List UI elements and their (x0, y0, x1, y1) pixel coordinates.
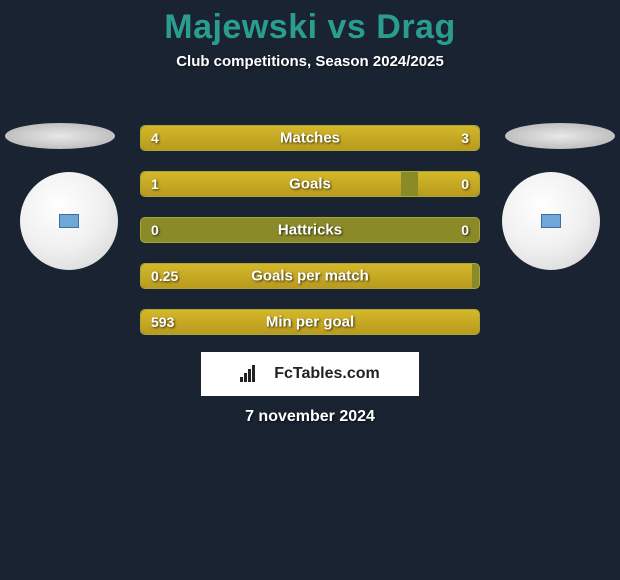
player-shadow-left (5, 123, 115, 149)
bar-label: Min per goal (266, 314, 354, 331)
bar-fill-right (418, 172, 479, 196)
brand-box: FcTables.com (201, 352, 419, 396)
player-shadow-right (505, 123, 615, 149)
stat-bar: 0 0 Hattricks (140, 217, 480, 243)
stat-bar: 0.25 Goals per match (140, 263, 480, 289)
stat-bar: 593 Min per goal (140, 309, 480, 335)
bar-value-right: 0 (461, 176, 469, 192)
player-avatar-right (502, 172, 600, 270)
bar-value-left: 593 (151, 314, 174, 330)
page-title: Majewski vs Drag (0, 0, 620, 47)
bar-value-left: 4 (151, 130, 159, 146)
bar-value-right: 3 (461, 130, 469, 146)
bar-value-left: 0 (151, 222, 159, 238)
comparison-bars: 4 3 Matches 1 0 Goals 0 0 Hattricks 0.25 Goals per… (140, 125, 480, 355)
bar-value-right: 0 (461, 222, 469, 238)
bar-value-left: 0.25 (151, 268, 178, 284)
brand-chart-icon (240, 364, 264, 382)
bar-label: Goals (289, 176, 331, 193)
player-avatar-left (20, 172, 118, 270)
stat-bar: 4 3 Matches (140, 125, 480, 151)
bar-label: Goals per match (251, 268, 369, 285)
placeholder-icon (59, 214, 79, 228)
subtitle: Club competitions, Season 2024/2025 (0, 53, 620, 70)
bar-fill-right (334, 126, 479, 150)
bar-label: Hattricks (278, 222, 342, 239)
date-label: 7 november 2024 (245, 408, 375, 426)
brand-label: FcTables.com (274, 365, 380, 383)
placeholder-icon (541, 214, 561, 228)
bar-fill-left (141, 172, 401, 196)
bar-value-left: 1 (151, 176, 159, 192)
stat-bar: 1 0 Goals (140, 171, 480, 197)
bar-label: Matches (280, 130, 340, 147)
